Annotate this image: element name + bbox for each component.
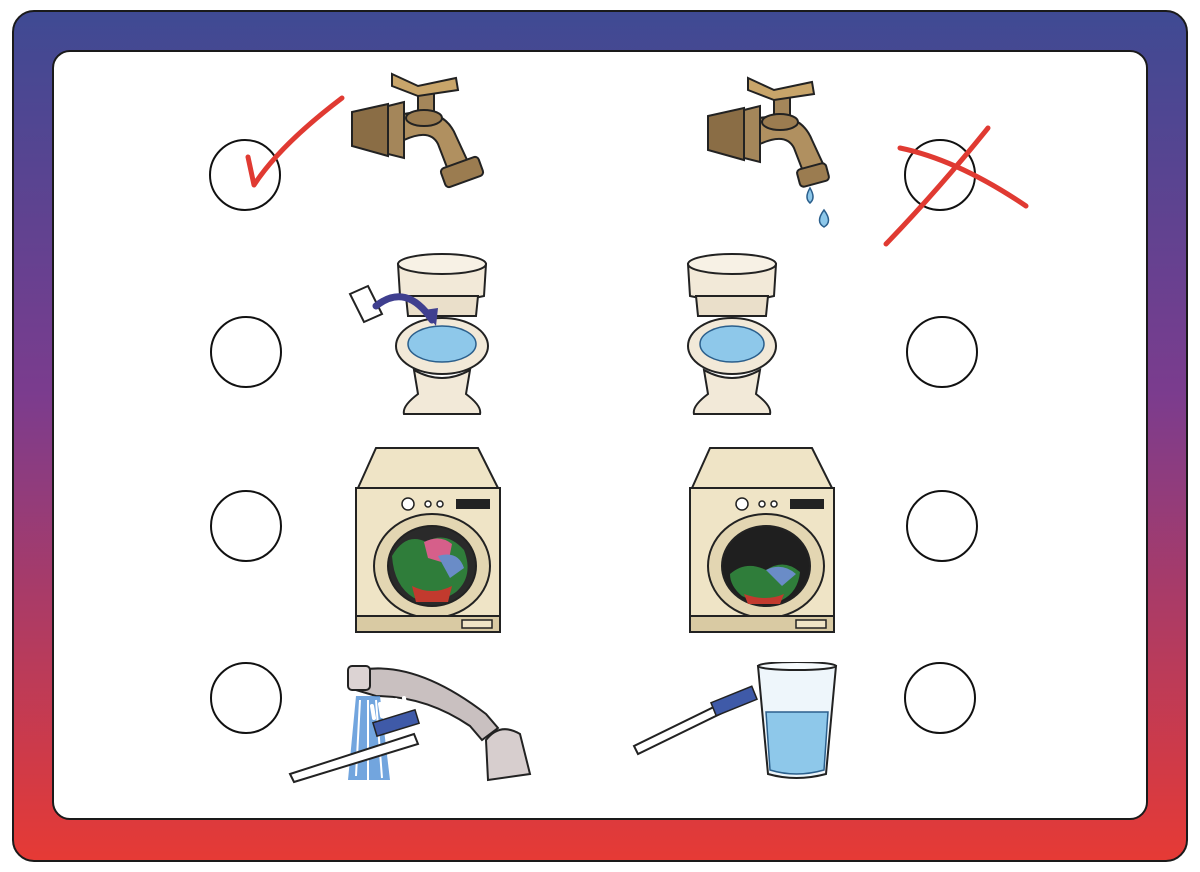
- answer-circle-row1-left[interactable]: [209, 139, 281, 211]
- answer-circle-row2-right[interactable]: [906, 316, 978, 388]
- answer-circle-row2-left[interactable]: [210, 316, 282, 388]
- answer-circle-row1-right[interactable]: [904, 139, 976, 211]
- toilet-icon: [686, 253, 778, 415]
- answer-circle-row4-right[interactable]: [904, 662, 976, 734]
- closed-faucet-icon: [351, 72, 485, 189]
- answer-circle-row3-left[interactable]: [210, 490, 282, 562]
- full-washing-machine-icon: [355, 447, 501, 633]
- answer-circle-row4-left[interactable]: [210, 662, 282, 734]
- half-empty-washing-machine-icon: [689, 447, 835, 633]
- toilet-with-paper-icon: [348, 253, 489, 415]
- answer-circle-row3-right[interactable]: [906, 490, 978, 562]
- toothbrush-with-glass-of-water-icon: [632, 662, 838, 779]
- dripping-faucet-icon: [707, 76, 830, 228]
- toothbrush-under-running-tap-icon: [288, 665, 532, 784]
